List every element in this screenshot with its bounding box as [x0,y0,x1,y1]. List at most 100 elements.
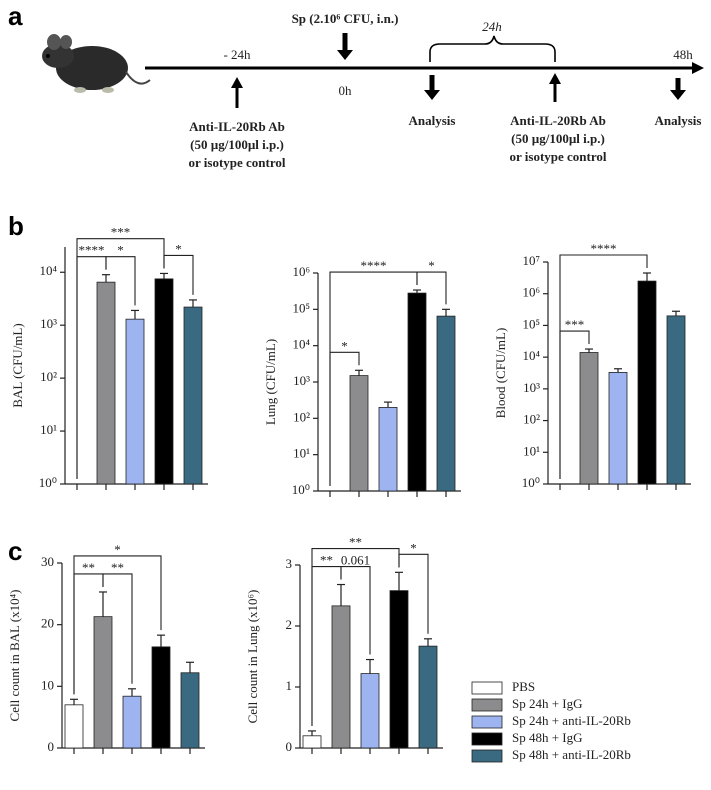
significance-bracket [76,238,165,479]
y-tick-label: 10⁴ [292,337,310,352]
significance-bracket [398,553,429,634]
y-tick-label: 10⁵ [292,300,310,315]
treatment-label: or isotype control [188,155,285,170]
significance-label: * [428,258,435,273]
significance-label: ** [82,560,95,575]
y-tick-label: 10⁶ [522,285,540,300]
y-tick-label: 10³ [40,316,57,331]
significance-bracket [416,271,447,305]
bar [125,318,145,485]
bar [378,406,398,492]
analysis-label: Analysis [655,113,702,128]
legend-swatch [471,749,503,763]
significance-label: ** [349,535,362,550]
panel-label: c [8,536,22,566]
interval-label: 24h [482,19,502,34]
mouse-icon [42,34,151,93]
bar [360,673,380,749]
y-axis-label: Blood (CFU/mL) [493,328,508,419]
y-tick-label: 10¹ [293,446,310,461]
bar [151,646,171,749]
legend-label: PBS [512,679,535,694]
y-tick-label: 10⁰ [39,475,57,490]
significance-label: **** [591,241,617,256]
y-tick-label: 10² [293,409,310,424]
y-tick-label: 10¹ [40,422,57,437]
significance-label: *** [565,317,585,332]
legend-label: Sp 24h + IgG [512,696,583,711]
legend-swatch [471,732,503,746]
y-tick-label: 10² [523,412,540,427]
bar [183,306,203,485]
bar [96,281,116,485]
y-tick-label: 30 [41,554,54,569]
significance-label: * [114,542,121,557]
y-tick-label: 10⁵ [522,316,540,331]
bar [407,292,427,492]
y-axis-label: Cell count in BAL (x10⁴) [7,590,22,722]
treatment-label: Anti-IL-20Rb Ab [510,113,606,128]
time-label: 0h [339,83,353,98]
y-tick-label: 10⁴ [522,348,540,363]
significance-bracket [311,547,400,726]
bar [666,315,686,485]
bar [122,695,142,749]
significance-label: * [175,241,182,256]
y-tick-label: 20 [41,616,54,631]
significance-label: **** [361,258,387,273]
significance-label: * [117,243,124,258]
significance-label: ** [320,553,333,568]
significance-label: *** [111,225,131,240]
y-axis-label: BAL (CFU/mL) [10,323,25,407]
y-tick-label: 1 [286,678,293,693]
y-tick-label: 10⁰ [292,482,310,497]
bar [302,735,322,749]
treatment-label: (50 µg/100µl i.p.) [511,131,605,146]
y-tick-label: 2 [286,617,293,632]
bar [93,616,113,749]
y-axis-label: Cell count in Lung (x10⁶) [245,590,260,724]
time-label: - 24h [223,47,251,62]
significance-bracket [73,555,162,695]
y-tick-label: 10² [40,369,57,384]
bar [331,605,351,749]
significance-bracket [102,573,133,684]
y-tick-label: 10⁷ [522,253,540,268]
significance-bracket [163,254,194,295]
bar [608,372,628,485]
significance-bracket [559,254,648,479]
significance-label: * [410,540,417,555]
significance-label: **** [79,243,105,258]
time-label: 48h [673,47,693,62]
bar [64,704,84,749]
y-tick-label: 10⁴ [39,263,57,278]
y-tick-label: 0 [48,739,55,754]
significance-bracket [340,565,371,655]
bar [637,280,657,485]
y-axis-label: Lung (CFU/mL) [263,339,278,425]
treatment-label: or isotype control [509,149,606,164]
significance-bracket [105,256,136,306]
bar [180,672,200,749]
bar [389,590,409,749]
treatment-label: (50 µg/100µl i.p.) [190,137,284,152]
legend-swatch [471,715,503,729]
legend-label: Sp 48h + anti-IL-20Rb [512,747,631,762]
panel-label: b [8,211,24,241]
significance-label: * [341,338,348,353]
significance-label: 0.061 [341,553,370,568]
y-tick-label: 10³ [293,373,310,388]
panel-label: a [8,1,23,31]
legend-swatch [471,698,503,712]
treatment-label: Anti-IL-20Rb Ab [189,119,285,134]
significance-label: ** [111,560,124,575]
bar [579,352,599,485]
bar [436,315,456,492]
y-tick-label: 3 [286,556,293,571]
legend-swatch [471,681,503,695]
legend-label: Sp 24h + anti-IL-20Rb [512,713,631,728]
timeline [145,33,704,108]
y-tick-label: 10³ [523,380,540,395]
y-tick-label: 10⁰ [522,475,540,490]
